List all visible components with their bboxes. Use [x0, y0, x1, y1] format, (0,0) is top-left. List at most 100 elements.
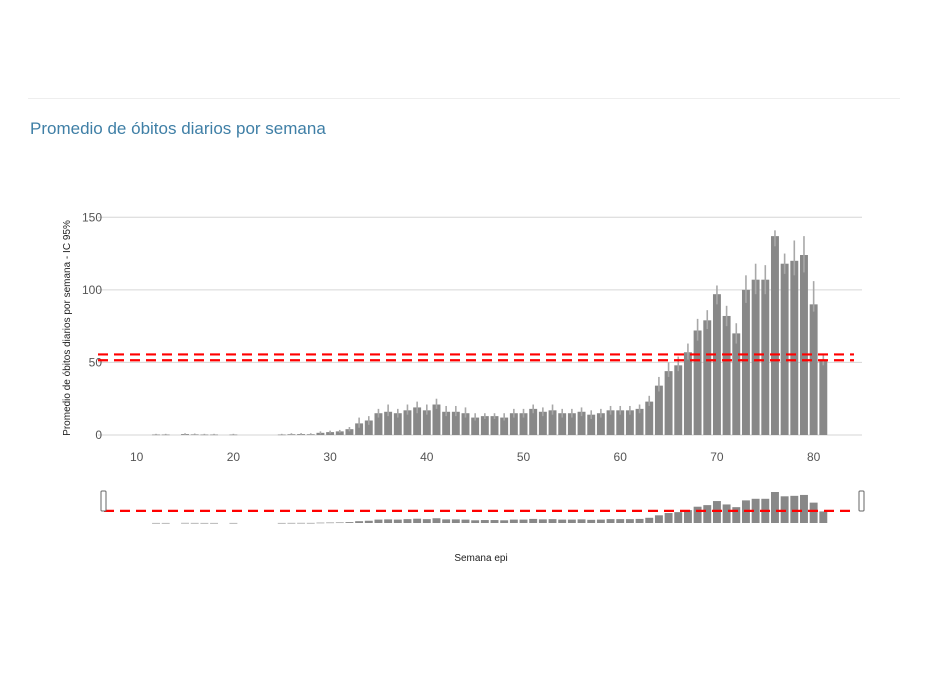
navigator-bar	[190, 522, 199, 524]
bar	[587, 414, 596, 435]
panel-title: Promedio de óbitos diarios por semana	[30, 119, 326, 138]
x-tick-label: 10	[130, 450, 144, 464]
navigator-bar	[471, 520, 480, 523]
navigator-bar	[683, 510, 692, 523]
bar	[403, 410, 412, 435]
y-tick-label: 0	[95, 428, 102, 442]
navigator-bar	[819, 511, 828, 523]
navigator-bar	[674, 512, 683, 523]
x-tick-label: 80	[807, 450, 821, 464]
navigator-bar	[364, 520, 373, 523]
navigator-bar	[384, 519, 393, 523]
navigator-bar	[635, 518, 644, 523]
navigator-bar	[345, 522, 354, 523]
error-bars	[155, 230, 825, 435]
navigator-bar	[355, 521, 364, 523]
navigator-bar	[161, 522, 170, 524]
bar	[364, 420, 373, 435]
bar	[674, 365, 683, 435]
bar	[741, 289, 750, 435]
bar	[819, 360, 828, 435]
range-navigator[interactable]	[100, 490, 865, 524]
navigator-bar	[606, 519, 615, 523]
bar	[645, 401, 654, 435]
navigator-bar	[297, 522, 306, 524]
navigator-bar	[790, 495, 799, 523]
bar	[519, 413, 528, 435]
bar	[790, 260, 799, 435]
bar	[413, 407, 422, 435]
navigator-bar	[712, 501, 721, 523]
bar	[596, 413, 605, 435]
navigator-bar	[374, 519, 383, 523]
navigator-bar	[751, 498, 760, 523]
navigator-bar	[538, 519, 547, 523]
navigator-bar	[210, 522, 219, 524]
x-axis-label: Semana epi	[454, 553, 507, 564]
y-tick-label: 100	[82, 283, 102, 297]
bar	[374, 413, 383, 435]
bar	[732, 333, 741, 435]
bar	[529, 408, 538, 435]
bar	[384, 411, 393, 435]
bar	[625, 410, 634, 435]
bar	[809, 304, 818, 435]
bar	[616, 410, 625, 435]
bar	[703, 320, 712, 435]
navigator-bar	[277, 522, 286, 524]
navigator-bar	[490, 520, 499, 523]
bar	[722, 315, 731, 435]
x-tick-label: 20	[227, 450, 241, 464]
navigator-bar	[229, 522, 238, 524]
navigator-bar	[306, 522, 315, 524]
navigator-bar	[480, 520, 489, 523]
navigator-left-handle[interactable]	[100, 490, 107, 512]
navigator-bar	[316, 522, 325, 524]
navigator-bar	[548, 519, 557, 523]
navigator-bar	[403, 519, 412, 523]
bar	[780, 263, 789, 435]
bar	[538, 411, 547, 435]
bar	[355, 423, 364, 435]
navigator-bar	[770, 492, 779, 523]
navigator-bar	[567, 519, 576, 523]
navigator-bar	[422, 519, 431, 523]
x-tick-labels: 10 20 30 40 50 60 70 80	[130, 450, 821, 464]
navigator-bar	[693, 506, 702, 523]
bar	[683, 352, 692, 435]
navigator-bar	[500, 520, 509, 523]
navigator-right-handle[interactable]	[858, 490, 865, 512]
navigator-bar	[509, 519, 518, 523]
x-tick-label: 70	[710, 450, 724, 464]
x-tick-label: 30	[323, 450, 337, 464]
navigator-bar	[703, 505, 712, 523]
navigator-bar	[596, 519, 605, 523]
bar	[635, 408, 644, 435]
bar	[664, 371, 673, 435]
y-tick-label: 50	[89, 355, 103, 369]
bar	[345, 429, 354, 435]
navigator-bar	[461, 519, 470, 523]
navigator-bar	[654, 515, 663, 523]
bar	[548, 410, 557, 435]
navigator-bar	[780, 496, 789, 523]
navigator-bar	[722, 504, 731, 523]
navigator-bar	[616, 519, 625, 523]
y-axis-label: Promedio de óbitos diarios por semana - …	[62, 220, 73, 436]
navigator-bar	[413, 518, 422, 523]
navigator-bar	[287, 522, 296, 524]
navigator-bar	[326, 522, 335, 524]
bar	[558, 413, 567, 435]
navigator-bar	[519, 519, 528, 523]
bar	[770, 236, 779, 435]
navigator-bar	[558, 519, 567, 523]
y-tick-label: 150	[82, 210, 102, 224]
navigator-bar	[577, 519, 586, 523]
bar	[500, 417, 509, 435]
navigator-bar	[181, 522, 190, 524]
bar	[422, 410, 431, 435]
bar	[442, 411, 451, 435]
bar	[480, 416, 489, 435]
navigator-bar	[442, 519, 451, 523]
